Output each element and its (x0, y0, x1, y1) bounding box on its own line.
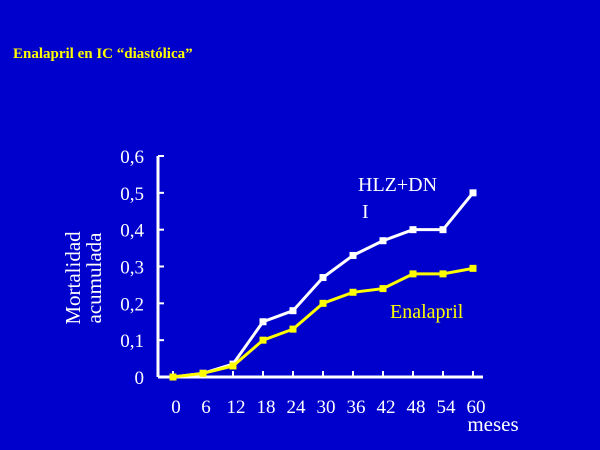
series-line-0 (172, 191, 475, 379)
x-tick-label: 18 (257, 397, 276, 418)
x-tick-label: 30 (317, 397, 336, 418)
x-tick-label: 42 (377, 397, 396, 418)
y-axis-title-line: Mortalidad (61, 231, 85, 325)
x-tick-label: 60 (467, 397, 486, 418)
data-point-1 (199, 369, 207, 377)
y-tick-label: 0,3 (120, 258, 144, 279)
data-point-1 (319, 299, 327, 307)
data-point-0 (469, 189, 477, 197)
data-point-1 (229, 362, 237, 370)
y-tick-label: 0,1 (120, 331, 144, 352)
data-point-1 (409, 270, 417, 278)
y-tick-label: 0,4 (120, 221, 144, 242)
x-tick-label: 0 (171, 397, 181, 418)
data-point-1 (169, 373, 177, 381)
data-point-1 (259, 336, 267, 344)
data-point-0 (349, 251, 357, 259)
x-tick-label: 12 (227, 397, 246, 418)
y-tick-label: 0,2 (120, 294, 144, 315)
x-tick-label: 48 (407, 397, 426, 418)
data-point-0 (319, 274, 327, 282)
x-tick-label: 36 (347, 397, 366, 418)
data-point-0 (379, 237, 387, 245)
slide-title: Enalapril en IC “diastólica” (13, 46, 193, 62)
data-point-1 (439, 270, 447, 278)
series-label-hlz: HLZ+DN (358, 174, 437, 196)
data-point-0 (409, 226, 417, 234)
y-tick-label: 0,5 (120, 184, 144, 205)
data-point-0 (439, 226, 447, 234)
data-point-1 (289, 325, 297, 333)
x-tick-label: 54 (437, 397, 457, 418)
series-label-hlz-line2: I (362, 201, 369, 223)
data-point-0 (289, 307, 297, 315)
data-point-0 (259, 318, 267, 326)
y-axis-title-line: acumulada (82, 232, 106, 324)
series-label-enalapril: Enalapril (390, 301, 464, 323)
y-tick-label: 0,6 (120, 147, 144, 168)
data-point-1 (349, 288, 357, 296)
data-point-1 (379, 285, 387, 293)
x-tick-label: 6 (201, 397, 211, 418)
y-tick-label: 0 (135, 368, 145, 389)
x-axis-title: meses (467, 412, 518, 436)
data-point-1 (469, 264, 477, 272)
x-tick-label: 24 (287, 397, 307, 418)
